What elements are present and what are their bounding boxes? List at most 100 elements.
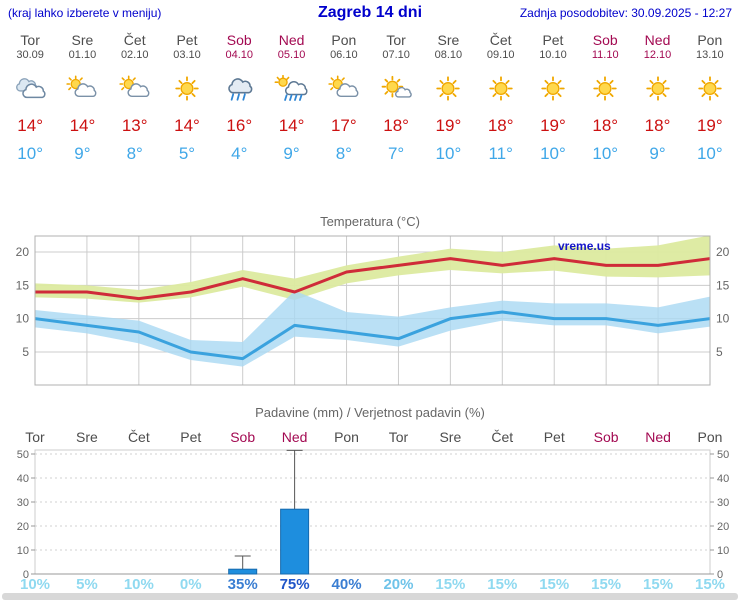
partly-cloudy-icon xyxy=(117,75,153,102)
day-date: 09.10 xyxy=(486,49,515,61)
precip-day-label: Pon xyxy=(697,429,723,445)
precip-probability: 15% xyxy=(487,576,518,593)
day-name: Pon xyxy=(331,32,357,48)
precip-day-label: Pet xyxy=(180,429,202,445)
day-name: Sre xyxy=(71,32,94,48)
day-name: Čet xyxy=(489,32,512,48)
day-name: Sob xyxy=(226,32,252,48)
horizontal-scrollbar[interactable] xyxy=(2,593,738,600)
day-date: 12.10 xyxy=(643,49,672,61)
mostly-sunny-icon xyxy=(378,75,414,102)
day-low-temp: 8° xyxy=(335,144,352,163)
day-date: 08.10 xyxy=(434,49,463,61)
svg-text:15: 15 xyxy=(16,278,30,292)
precip-day-label: Čet xyxy=(127,429,150,445)
day-column[interactable]: Sob 11.10 18° 10° xyxy=(579,32,631,164)
precip-day-label: Tor xyxy=(388,429,409,445)
sunny-icon xyxy=(535,75,571,102)
day-low-temp: 4° xyxy=(231,144,248,163)
sunny-icon xyxy=(587,75,623,102)
day-column[interactable]: Sre 01.10 14° 9° xyxy=(56,32,108,164)
cloudy-icon xyxy=(12,75,48,102)
sunny-icon xyxy=(169,75,205,102)
precip-probability: 20% xyxy=(383,576,414,593)
svg-text:30: 30 xyxy=(717,497,729,509)
day-high-temp: 18° xyxy=(644,116,671,135)
day-name: Pet xyxy=(176,32,198,48)
day-low-temp: 10° xyxy=(435,144,462,163)
day-name: Sob xyxy=(592,32,618,48)
day-column[interactable]: Pon 06.10 17° 8° xyxy=(318,32,370,164)
precip-probability: 40% xyxy=(331,576,362,593)
svg-text:50: 50 xyxy=(717,449,729,461)
day-column[interactable]: Pet 10.10 19° 10° xyxy=(527,32,579,164)
svg-text:30: 30 xyxy=(17,497,29,509)
svg-text:15: 15 xyxy=(716,278,730,292)
day-high-temp: 18° xyxy=(487,116,514,135)
svg-text:20: 20 xyxy=(717,521,729,533)
day-low-temp: 10° xyxy=(592,144,619,163)
day-column[interactable]: Sre 08.10 19° 10° xyxy=(422,32,474,164)
day-date: 01.10 xyxy=(68,49,97,61)
day-column[interactable]: Čet 09.10 18° 11° xyxy=(475,32,527,164)
precip-probability: 15% xyxy=(539,576,570,593)
precip-probability: 15% xyxy=(591,576,622,593)
day-high-temp: 19° xyxy=(540,116,566,135)
day-date: 02.10 xyxy=(120,49,149,61)
day-high-temp: 14° xyxy=(174,116,200,135)
day-high-temp: 19° xyxy=(435,116,462,135)
precipitation-chart-title: Padavine (mm) / Verjetnost padavin (%) xyxy=(255,405,485,420)
svg-text:10: 10 xyxy=(16,312,30,326)
precip-day-label: Ned xyxy=(281,429,308,445)
sunny-icon xyxy=(430,75,466,102)
day-name: Pet xyxy=(542,32,564,48)
day-high-temp: 18° xyxy=(383,116,409,135)
precip-probability: 75% xyxy=(279,576,310,593)
rain-sun-icon xyxy=(274,75,310,102)
precip-day-label: Pet xyxy=(543,429,565,445)
day-column[interactable]: Tor 07.10 18° 7° xyxy=(370,32,422,164)
day-name: Pon xyxy=(697,32,723,48)
temperature-chart-title: Temperatura (°C) xyxy=(320,214,420,229)
svg-text:5: 5 xyxy=(22,345,29,359)
day-name: Čet xyxy=(123,32,146,48)
svg-text:40: 40 xyxy=(717,473,729,485)
day-low-temp: 9° xyxy=(283,144,300,163)
precip-probability: 15% xyxy=(435,576,466,593)
day-low-temp: 10° xyxy=(17,144,43,163)
day-low-temp: 8° xyxy=(126,144,143,163)
day-column[interactable]: Tor 30.09 14° 10° xyxy=(4,32,56,164)
day-date: 11.10 xyxy=(591,49,619,61)
sunny-icon xyxy=(640,75,676,102)
temperature-chart: 5 5 10 10 15 15 20 20 vreme.us xyxy=(16,235,730,386)
svg-text:10: 10 xyxy=(17,545,29,557)
day-high-temp: 18° xyxy=(592,116,619,135)
day-low-temp: 7° xyxy=(387,144,405,163)
day-date: 03.10 xyxy=(173,49,201,61)
day-column[interactable]: Sob 04.10 16° 4° xyxy=(213,32,265,164)
day-date: 04.10 xyxy=(225,49,254,61)
forecast-day-strip: Tor 30.09 14° 10° Sre 01.10 14° 9° Čet 02.10 13° 8°… xyxy=(4,32,736,164)
day-low-temp: 9° xyxy=(74,144,91,163)
day-low-temp: 10° xyxy=(540,144,566,163)
day-column[interactable]: Ned 12.10 18° 9° xyxy=(631,32,683,164)
day-date: 10.10 xyxy=(539,49,567,61)
precip-day-label: Tor xyxy=(25,429,45,445)
day-column[interactable]: Pon 13.10 19° 10° xyxy=(684,32,736,164)
day-high-temp: 14° xyxy=(17,116,43,135)
day-column[interactable]: Čet 02.10 13° 8° xyxy=(109,32,161,164)
day-column[interactable]: Pet 03.10 14° 5° xyxy=(161,32,213,164)
day-high-temp: 14° xyxy=(278,116,305,135)
svg-text:0: 0 xyxy=(717,569,723,580)
svg-text:0: 0 xyxy=(23,569,29,580)
precip-day-label: Sob xyxy=(593,429,619,445)
day-name: Ned xyxy=(644,32,671,48)
day-low-temp: 5° xyxy=(178,144,196,163)
precip-probability-row: 10% 5% 10% 0% 35% 75% 40% 20% 15% 15% 15% 15% 15% 15% xyxy=(0,576,740,594)
day-high-temp: 19° xyxy=(696,116,723,135)
day-name: Tor xyxy=(20,32,40,48)
day-column[interactable]: Ned 05.10 14° 9° xyxy=(265,32,317,164)
day-name: Tor xyxy=(386,32,406,48)
precip-probability: 15% xyxy=(643,576,674,593)
day-name: Sre xyxy=(437,32,460,48)
